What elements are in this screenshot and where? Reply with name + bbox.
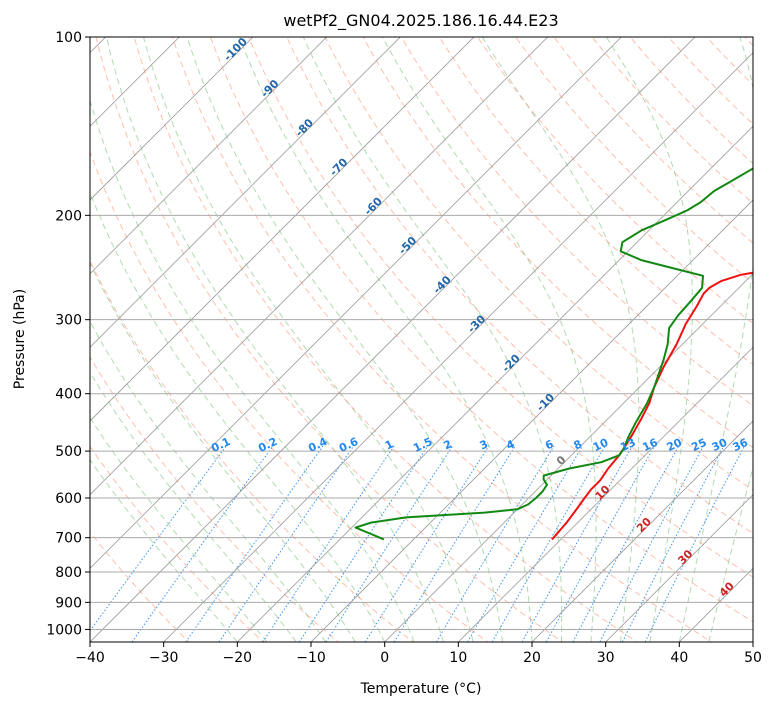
y-tick-label: 1000 [46, 622, 82, 638]
x-tick-label: 30 [597, 650, 615, 666]
y-tick-label: 400 [55, 387, 82, 403]
x-tick-label: 10 [449, 650, 467, 666]
x-tick-label: −40 [75, 650, 105, 666]
y-tick-label: 700 [55, 531, 82, 547]
y-tick-label: 100 [55, 30, 82, 46]
y-tick-label: 600 [55, 491, 82, 507]
y-tick-label: 300 [55, 313, 82, 329]
x-axis-label: Temperature (°C) [360, 681, 482, 697]
x-tick-label: 40 [670, 650, 688, 666]
y-tick-label: 800 [55, 565, 82, 581]
y-axis-label: Pressure (hPa) [12, 289, 28, 389]
chart-title: wetPf2_GN04.2025.186.16.44.E23 [283, 11, 558, 31]
x-tick-label: 50 [744, 650, 762, 666]
y-tick-label: 200 [55, 208, 82, 224]
x-tick-label: −20 [223, 650, 253, 666]
x-tick-label: 0 [380, 650, 389, 666]
x-tick-label: −30 [149, 650, 179, 666]
x-tick-label: −10 [296, 650, 326, 666]
y-tick-label: 500 [55, 444, 82, 460]
y-tick-label: 900 [55, 595, 82, 611]
x-tick-label: 20 [523, 650, 541, 666]
